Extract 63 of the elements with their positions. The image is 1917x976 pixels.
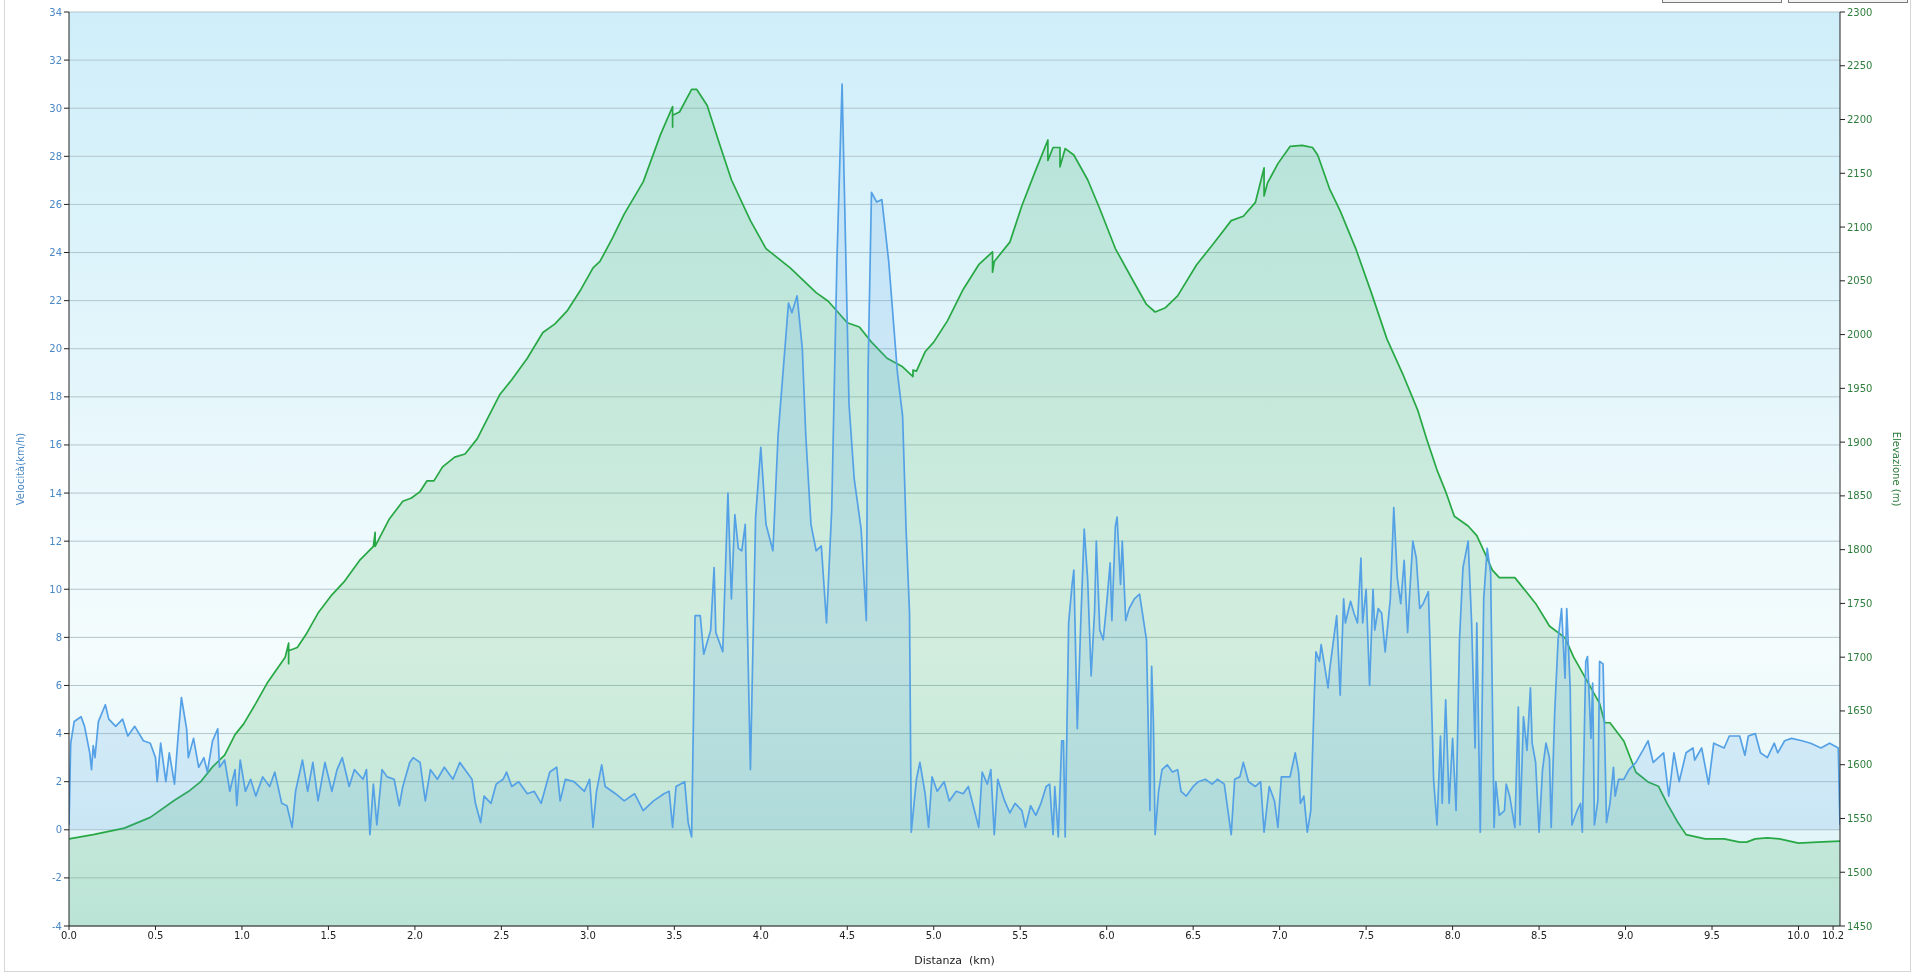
x-tick-label: 5.5 <box>1012 930 1029 942</box>
y2-tick-label: 1850 <box>1847 490 1873 502</box>
y-tick-label: -4 <box>52 920 62 932</box>
x-tick-label: 9.0 <box>1617 930 1634 942</box>
y2-tick-label: 2050 <box>1847 275 1873 287</box>
y2-tick-label: 1900 <box>1847 436 1873 448</box>
x-tick-label: 4.5 <box>839 930 856 942</box>
y2-tick-label: 1800 <box>1847 544 1873 556</box>
x-tick-label: 10.2 <box>1821 930 1845 942</box>
y2-tick-label: 1550 <box>1847 813 1873 825</box>
y2-tick-label: 1700 <box>1847 651 1873 663</box>
x-tick-label: 2.0 <box>406 930 423 942</box>
x-tick-label: 8.0 <box>1444 930 1461 942</box>
x-axis-title: Distanza (km) <box>914 954 995 967</box>
x-tick-label: 6.0 <box>1098 930 1115 942</box>
y-tick-label: 16 <box>49 439 62 451</box>
x-tick-label: 2.5 <box>493 930 510 942</box>
x-tick-label: 1.0 <box>234 930 250 942</box>
x-tick-label: 5.0 <box>925 930 942 942</box>
y-tick-label: 8 <box>55 631 62 643</box>
x-tick-label: 10.0 <box>1787 930 1810 942</box>
x-tick-label: 0.0 <box>61 930 77 942</box>
y-tick-label: 22 <box>49 295 62 307</box>
y-tick-label: 34 <box>49 6 62 18</box>
y2-axis-title: Elevazione (m) <box>1891 431 1903 507</box>
x-tick-label: 8.5 <box>1531 930 1548 942</box>
x-tick-label: 1.5 <box>320 930 337 942</box>
y-tick-label: 18 <box>49 391 62 403</box>
y2-tick-label: 2150 <box>1847 167 1873 179</box>
y-tick-label: 14 <box>49 487 62 499</box>
y2-tick-label: 1950 <box>1847 382 1873 394</box>
y-tick-label: -2 <box>52 872 62 884</box>
y-tick-label: 10 <box>49 583 62 595</box>
y-tick-label: 26 <box>49 198 62 210</box>
y-tick-label: 20 <box>49 343 62 355</box>
x-tick-label: 6.5 <box>1185 930 1202 942</box>
y-tick-label: 28 <box>49 150 62 162</box>
y-tick-label: 12 <box>49 535 62 547</box>
y2-tick-label: 1500 <box>1847 866 1873 878</box>
y-tick-label: 30 <box>49 102 62 114</box>
y-tick-label: 6 <box>55 680 62 692</box>
x-tick-label: 3.0 <box>579 930 596 942</box>
x-tick-label: 3.5 <box>666 930 683 942</box>
y2-tick-label: 2250 <box>1847 60 1873 72</box>
y2-tick-label: 1600 <box>1847 759 1873 771</box>
y-tick-label: 32 <box>49 54 62 66</box>
y-axis-title: Velocità(km/h) <box>14 432 26 506</box>
x-tick-label: 7.5 <box>1358 930 1375 942</box>
y2-tick-label: 1750 <box>1847 597 1873 609</box>
x-tick-label: 4.0 <box>752 930 769 942</box>
x-tick-label: 7.0 <box>1271 930 1288 942</box>
y-tick-label: 0 <box>55 824 62 836</box>
y2-tick-label: 2200 <box>1847 114 1873 126</box>
y2-tick-label: 2100 <box>1847 221 1873 233</box>
x-tick-label: 9.5 <box>1704 930 1720 942</box>
y2-tick-label: 1450 <box>1847 920 1873 932</box>
y-tick-label: 24 <box>49 247 62 259</box>
y-tick-label: 4 <box>55 728 62 740</box>
y-tick-label: 2 <box>55 776 62 788</box>
y2-tick-label: 2000 <box>1847 329 1873 341</box>
x-tick-label: 0.5 <box>147 930 164 942</box>
y2-tick-label: 2300 <box>1847 6 1873 18</box>
y2-tick-label: 1650 <box>1847 705 1873 717</box>
